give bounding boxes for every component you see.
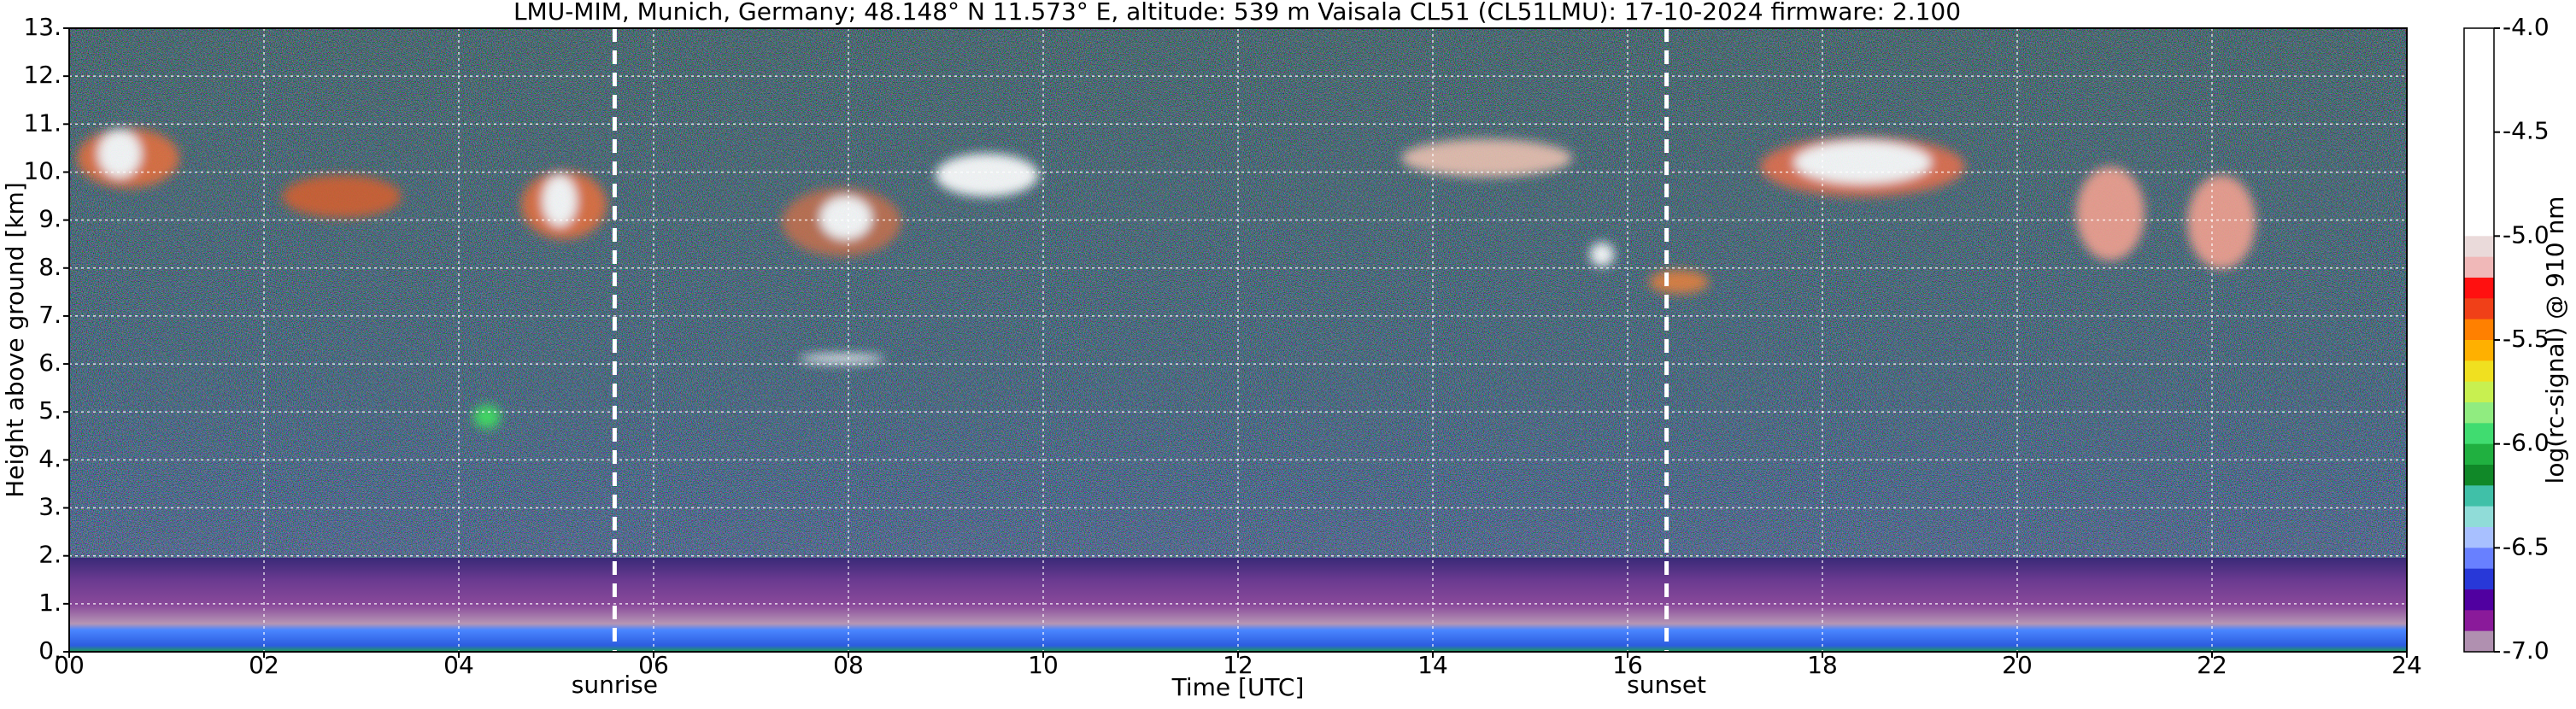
colorbar-tick-label: -6.5 bbox=[2503, 532, 2550, 560]
x-tick-label: 00 bbox=[54, 651, 85, 679]
colorbar-band bbox=[2464, 423, 2494, 445]
colorbar-band bbox=[2464, 49, 2494, 71]
x-tick-label: 16 bbox=[1612, 651, 1643, 679]
colorbar-band bbox=[2464, 485, 2494, 507]
colorbar-band bbox=[2464, 132, 2494, 154]
x-tick-label: 12 bbox=[1223, 651, 1253, 679]
colorbar-tick-label: -6.0 bbox=[2503, 429, 2550, 457]
colorbar-tick-label: -7.0 bbox=[2503, 636, 2550, 665]
y-tick-label: 1. bbox=[38, 589, 62, 617]
y-tick-label: 12. bbox=[23, 61, 62, 89]
colorbar-band bbox=[2464, 111, 2494, 133]
colorbar-band bbox=[2464, 465, 2494, 486]
y-axis-label: Height above ground [km] bbox=[1, 182, 29, 498]
colorbar-band bbox=[2464, 278, 2494, 299]
x-tick-label: 24 bbox=[2391, 651, 2422, 679]
colorbar-band bbox=[2464, 236, 2494, 258]
colorbar-band bbox=[2464, 568, 2494, 590]
colorbar-band bbox=[2464, 319, 2494, 341]
x-tick-label: 04 bbox=[443, 651, 474, 679]
chart-title: LMU-MIM, Munich, Germany; 48.148° N 11.5… bbox=[513, 0, 1961, 26]
annotation-label: sunrise bbox=[572, 671, 658, 699]
colorbar-band bbox=[2464, 610, 2494, 632]
y-tick-label: 5. bbox=[38, 396, 62, 425]
colorbar-band bbox=[2464, 298, 2494, 320]
y-tick-label: 7. bbox=[38, 301, 62, 329]
colorbar-band bbox=[2464, 381, 2494, 403]
x-tick-label: 02 bbox=[249, 651, 279, 679]
y-tick-label: 2. bbox=[38, 541, 62, 569]
colorbar-band bbox=[2464, 194, 2494, 216]
colorbar-band bbox=[2464, 215, 2494, 237]
x-axis-label: Time [UTC] bbox=[1171, 673, 1305, 701]
colorbar-tick-label: -4.5 bbox=[2503, 117, 2550, 145]
colorbar-band bbox=[2464, 630, 2494, 653]
x-tick-label: 10 bbox=[1028, 651, 1059, 679]
colorbar-band bbox=[2464, 28, 2494, 50]
x-tick-label: 18 bbox=[1807, 651, 1838, 679]
y-tick-label: 6. bbox=[38, 349, 62, 377]
colorbar-tick-label: -5.0 bbox=[2503, 220, 2550, 249]
colorbar-band bbox=[2464, 589, 2494, 611]
colorbar-label: log(rc-signal) @ 910 nm bbox=[2541, 196, 2569, 484]
colorbar-band bbox=[2464, 173, 2494, 196]
colorbar-band bbox=[2464, 153, 2494, 174]
y-tick-label: 9. bbox=[38, 205, 62, 233]
colorbar-band bbox=[2464, 360, 2494, 383]
colorbar-band bbox=[2464, 527, 2494, 548]
y-tick-label: 13. bbox=[23, 13, 62, 41]
colorbar-band bbox=[2464, 69, 2494, 91]
y-tick-label: 10. bbox=[23, 156, 62, 185]
colorbar-band bbox=[2464, 506, 2494, 528]
colorbar-tick-label: -4.0 bbox=[2503, 13, 2550, 41]
x-tick-label: 14 bbox=[1417, 651, 1448, 679]
y-tick-label: 0. bbox=[38, 636, 62, 665]
x-tick-label: 20 bbox=[2002, 651, 2033, 679]
axes: 00 02 04 06 08 10 12 14 16 18 20 22 24 0. 1. 2. 3. 4. 5. 6.… bbox=[23, 13, 2549, 699]
x-tick-label: 08 bbox=[833, 651, 864, 679]
y-tick-label: 8. bbox=[38, 253, 62, 281]
y-tick-label: 11. bbox=[23, 108, 62, 137]
colorbar-band bbox=[2464, 256, 2494, 278]
annotation-label: sunset bbox=[1627, 671, 1706, 699]
colorbar-band bbox=[2464, 91, 2494, 112]
colorbar-band bbox=[2464, 340, 2494, 361]
x-tick-label: 06 bbox=[638, 651, 669, 679]
colorbar-band bbox=[2464, 402, 2494, 424]
colorbar-band bbox=[2464, 443, 2494, 466]
y-tick-label: 3. bbox=[38, 493, 62, 521]
colorbar-band bbox=[2464, 548, 2494, 570]
plot-frame bbox=[68, 27, 2408, 653]
y-tick-label: 4. bbox=[38, 444, 62, 472]
x-tick-label: 22 bbox=[2197, 651, 2227, 679]
colorbar-tick-label: -5.5 bbox=[2503, 325, 2550, 353]
